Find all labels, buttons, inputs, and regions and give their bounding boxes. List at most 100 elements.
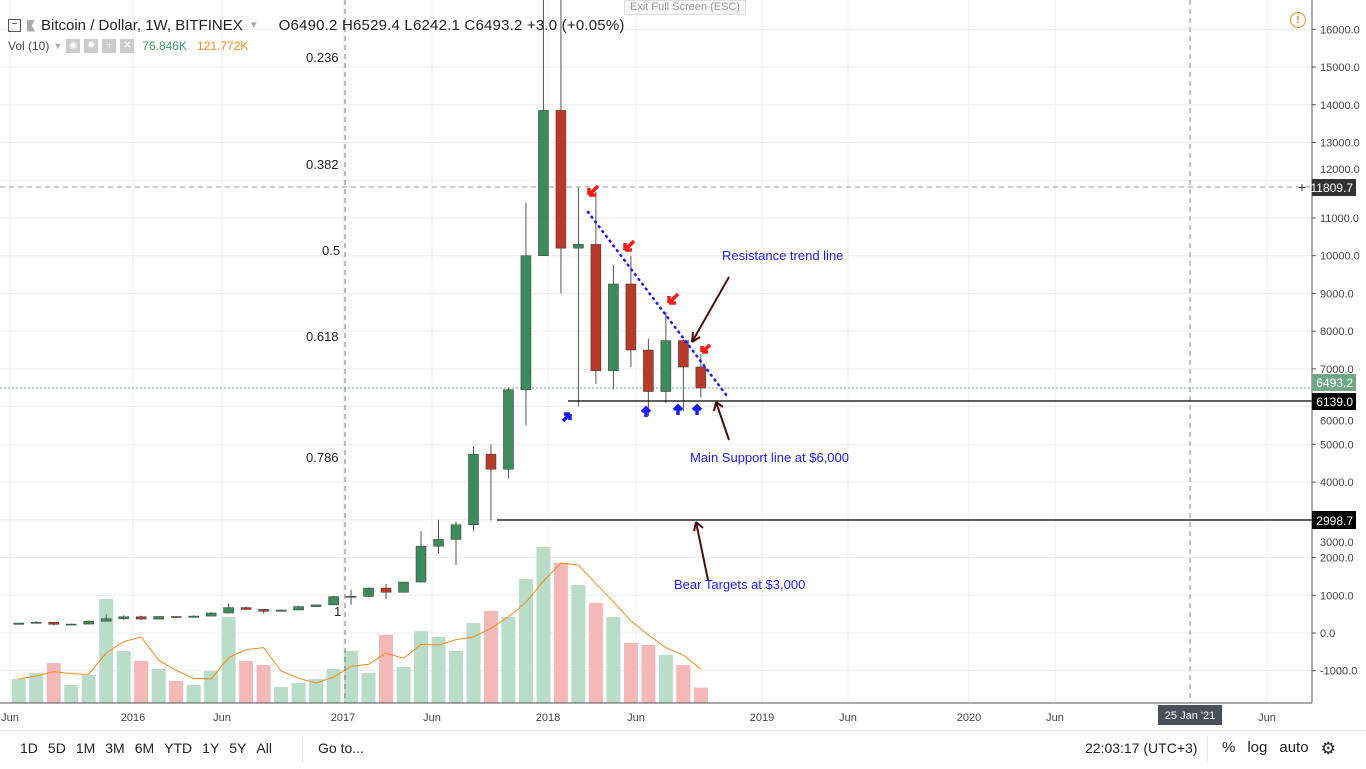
candle-body [293, 606, 304, 611]
candle-body [398, 581, 409, 593]
candle [625, 255, 637, 368]
price-tick-label: 2000.0 [1320, 553, 1354, 565]
range-button-3m[interactable]: 3M [105, 740, 125, 756]
range-button-5y[interactable]: 5Y [229, 740, 247, 756]
volume-bar [344, 651, 359, 703]
collapse-icon[interactable]: − [8, 19, 21, 32]
time-axis[interactable]: Jun 2016 Jun 2017 Jun 2018 Jun 2019 Jun 2020 Jun Ju… [1, 712, 1276, 724]
volume-bar [658, 655, 673, 703]
time-tick-label: 2018 [536, 712, 560, 724]
candle [660, 312, 672, 403]
range-button-5d[interactable]: 5D [47, 740, 66, 756]
volume-bar [221, 617, 236, 703]
candle [170, 616, 182, 618]
range-button-ytd[interactable]: YTD [164, 740, 193, 756]
candle-body [13, 622, 24, 625]
candle-body [643, 349, 654, 392]
resistance-annotation: Resistance trend line [722, 248, 844, 263]
time-tick-label: Jun [1046, 712, 1064, 724]
volume-bar [396, 667, 411, 703]
candle [205, 612, 217, 617]
volume-bar [414, 631, 429, 703]
divider [302, 736, 303, 762]
annotation-arrows [561, 184, 730, 581]
volume-bar [11, 679, 26, 703]
range-button-1d[interactable]: 1D [20, 740, 38, 756]
range-button-1m[interactable]: 1M [75, 740, 96, 756]
candle-body [30, 622, 42, 624]
fib-level-label: 0.618 [306, 329, 339, 344]
resistance-trend-line[interactable] [586, 210, 729, 398]
candle [678, 339, 689, 412]
candle-body [590, 244, 602, 372]
close-icon[interactable]: ✕ [120, 39, 135, 53]
gear-icon[interactable]: ⚙ [1320, 739, 1336, 758]
candle-body [188, 615, 199, 618]
bear-target-annotation: Bear Targets at $3,000 [674, 577, 806, 592]
chevron-down-icon[interactable]: ▼ [53, 41, 63, 51]
candle [538, 0, 549, 256]
range-button-6m[interactable]: 6M [134, 740, 155, 756]
time-tick-label: 2019 [750, 712, 774, 724]
candle-body [485, 453, 497, 470]
volume-bar [256, 665, 271, 703]
fib-labels: 0.236 0.382 0.5 0.618 0.786 1 [306, 50, 341, 619]
candle [555, 0, 567, 294]
range-buttons: 1D 5D 1M 3M 6M YTD 1Y 5Y All [20, 740, 272, 756]
volume-bar [326, 669, 341, 703]
volume-bar [361, 673, 376, 703]
volume-bar [64, 685, 79, 703]
candle-body [310, 604, 322, 607]
price-tick-label: -1000.0 [1320, 666, 1357, 678]
flag-icon[interactable] [27, 19, 35, 32]
price-tick-label: 11000.0 [1320, 213, 1359, 225]
warning-icon[interactable]: ! [1290, 12, 1306, 28]
candle-body [625, 283, 637, 351]
candle [503, 387, 514, 479]
exit-fullscreen-button[interactable]: Exit Full Screen (ESC) [624, 0, 747, 15]
log-toggle[interactable]: log [1247, 739, 1268, 756]
candle-body [520, 255, 532, 390]
candle [450, 521, 462, 566]
candle [468, 446, 479, 532]
volume-bar [291, 683, 306, 703]
candle [643, 338, 654, 417]
volume-bar [501, 617, 516, 703]
last-price-badge: 6493.2 [1316, 376, 1353, 390]
candle-body [118, 616, 129, 620]
candle-body [135, 616, 147, 620]
time-tick-label: Jun [213, 712, 231, 724]
candle-body [258, 609, 269, 612]
support-annotation: Main Support line at $6,000 [690, 450, 849, 465]
percent-toggle[interactable]: % [1222, 739, 1236, 756]
range-button-1y[interactable]: 1Y [202, 740, 220, 756]
candle-body [328, 596, 339, 606]
volume-bar [239, 661, 254, 703]
volume-label[interactable]: Vol (10) [8, 39, 50, 53]
volume-bar [186, 685, 201, 703]
plus-icon[interactable]: + [102, 39, 117, 53]
candle-body [363, 587, 374, 597]
eye-icon[interactable]: ◉ [66, 39, 81, 53]
candle [485, 444, 497, 521]
plus-icon[interactable]: + [1298, 179, 1306, 195]
volume-bar [99, 599, 114, 703]
chevron-down-icon[interactable]: ▼ [248, 20, 259, 31]
volume-bar [448, 651, 463, 703]
auto-toggle[interactable]: auto [1279, 739, 1309, 756]
gear-icon[interactable]: ✹ [84, 39, 99, 53]
candle-body [573, 244, 584, 249]
candle-body [415, 545, 427, 583]
price-chart[interactable]: 0.236 0.382 0.5 0.618 0.786 1 16000.0 15000.0 1… [0, 0, 1366, 730]
price-tick-label: 8000.0 [1320, 326, 1354, 338]
price-tick-label: 9000.0 [1320, 288, 1354, 300]
volume-ma-line [18, 562, 702, 684]
divider [1207, 736, 1208, 762]
candle [573, 187, 584, 407]
price-tick-label: 0.0 [1320, 628, 1335, 640]
candle [13, 622, 24, 625]
goto-button[interactable]: Go to... [318, 740, 364, 756]
candle [83, 620, 94, 625]
range-button-all[interactable]: All [256, 740, 272, 756]
symbol-title[interactable]: Bitcoin / Dollar, 1W, BITFINEX [41, 17, 243, 34]
